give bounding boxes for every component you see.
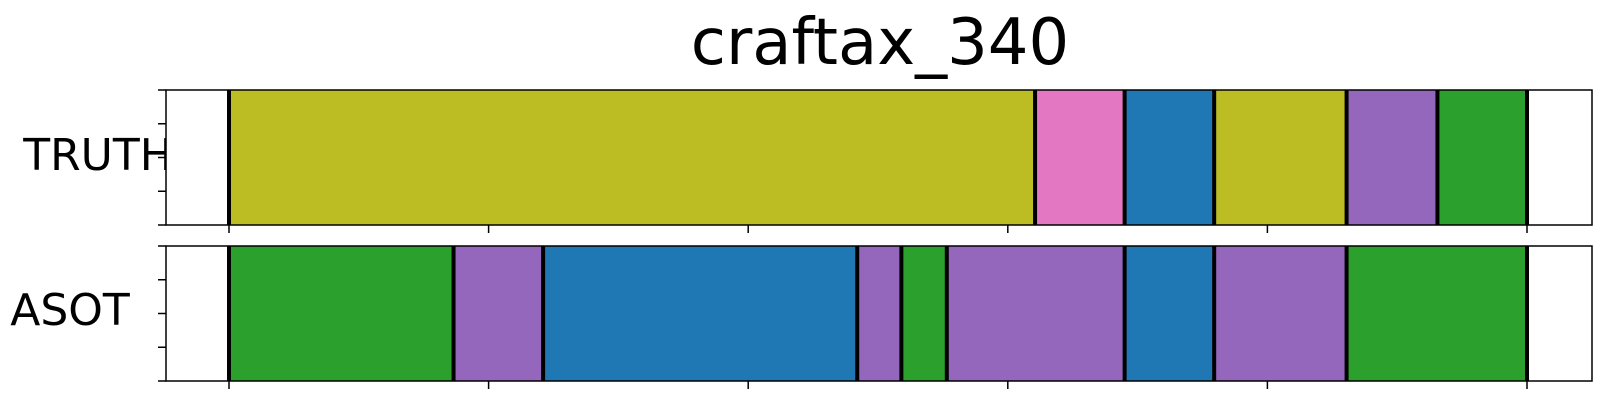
segment-truth-0 bbox=[229, 90, 1036, 225]
segment-asot-8 bbox=[1346, 246, 1527, 381]
segment-asot-5 bbox=[946, 246, 1125, 381]
segment-truth-2 bbox=[1124, 90, 1215, 225]
segment-asot-4 bbox=[901, 246, 947, 381]
row-label-asot: ASOT bbox=[10, 285, 130, 336]
segment-asot-3 bbox=[857, 246, 902, 381]
segment-truth-1 bbox=[1035, 90, 1125, 225]
segment-asot-7 bbox=[1214, 246, 1347, 381]
segment-truth-5 bbox=[1437, 90, 1527, 225]
row-label-truth: TRUTH bbox=[22, 130, 173, 181]
segment-truth-4 bbox=[1346, 90, 1438, 225]
segment-asot-6 bbox=[1124, 246, 1215, 381]
segment-asot-1 bbox=[453, 246, 544, 381]
chart-title: craftax_340 bbox=[691, 6, 1069, 80]
segment-truth-3 bbox=[1214, 90, 1347, 225]
segment-asot-2 bbox=[543, 246, 858, 381]
segment-asot-0 bbox=[229, 246, 454, 381]
